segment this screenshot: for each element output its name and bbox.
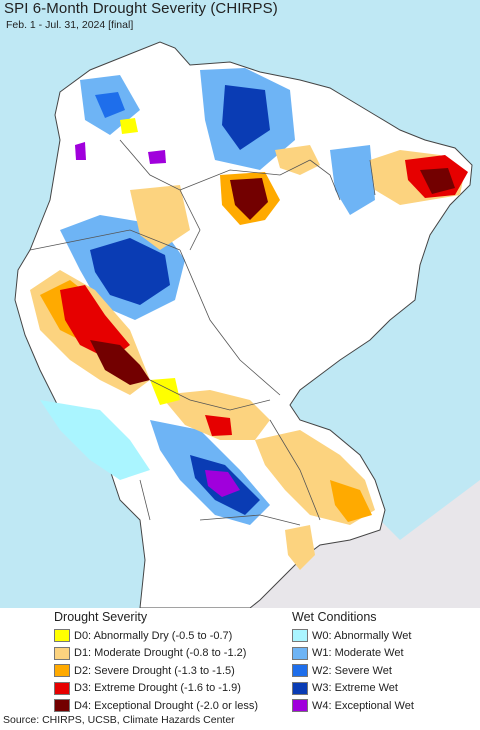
country-borders [29,139,376,526]
drought-swatch [54,646,70,660]
wet-area-w2 [95,92,125,118]
wet-area-w3 [222,85,270,150]
legend: Drought Severity D0: Abnormally Dry (-0.… [0,608,480,715]
wet-legend-label: W4: Exceptional Wet [312,699,414,712]
drought-swatch [54,629,70,643]
wet-legend-item: W1: Moderate Wet [292,645,414,663]
drought-area-d4 [420,168,455,194]
drought-map [0,0,480,608]
drought-legend-item: D4: Exceptional Drought (-2.0 or less) [54,697,258,715]
drought-legend-label: D4: Exceptional Drought (-2.0 or less) [74,699,259,712]
wet-area-w3 [90,238,170,305]
wet-legend-item: W2: Severe Wet [292,662,414,680]
wet-legend-heading: Wet Conditions [292,610,377,624]
drought-area-d0 [150,378,180,405]
drought-area-d2 [330,480,372,522]
wet-legend-label: W3: Extreme Wet [312,682,398,695]
drought-legend-heading: Drought Severity [54,610,148,624]
source-credit: Source: CHIRPS, UCSB, Climate Hazards Ce… [3,714,235,726]
drought-area-d1 [130,185,190,250]
map-canvas [0,0,480,608]
wet-swatch [292,699,308,713]
wet-swatch [292,681,308,695]
drought-area-d3 [205,415,232,436]
drought-area-d3 [60,285,130,360]
drought-legend: Drought Severity D0: Abnormally Dry (-0.… [54,610,258,715]
drought-swatch [54,699,70,713]
wet-legend-label: W1: Moderate Wet [312,647,404,660]
wet-swatch [292,664,308,678]
map-subtitle: Feb. 1 - Jul. 31, 2024 [final] [6,19,134,31]
wet-area-w4 [148,150,166,164]
wet-area-w4 [75,142,86,160]
wet-legend: Wet Conditions W0: Abnormally Wet W1: Mod… [292,610,414,715]
wet-area-w0 [40,400,150,480]
wet-area-w4 [205,470,240,497]
wet-legend-item: W3: Extreme Wet [292,680,414,698]
wet-legend-item: W0: Abnormally Wet [292,627,414,645]
wet-swatch [292,646,308,660]
drought-area-d4 [90,340,150,385]
wet-swatch [292,629,308,643]
wet-legend-label: W2: Severe Wet [312,664,392,677]
drought-legend-label: D2: Severe Drought (-1.3 to -1.5) [74,664,235,677]
drought-legend-item: D1: Moderate Drought (-0.8 to -1.2) [54,645,258,663]
map-title: SPI 6-Month Drought Severity (CHIRPS) [4,0,278,17]
drought-area-d1 [160,390,270,440]
drought-legend-item: D0: Abnormally Dry (-0.5 to -0.7) [54,627,258,645]
drought-legend-item: D2: Severe Drought (-1.3 to -1.5) [54,662,258,680]
drought-swatch [54,681,70,695]
drought-area-d4 [230,178,268,220]
drought-area-d1 [275,145,320,175]
drought-legend-label: D3: Extreme Drought (-1.6 to -1.9) [74,682,241,695]
drought-legend-label: D0: Abnormally Dry (-0.5 to -0.7) [74,629,233,642]
drought-legend-label: D1: Moderate Drought (-0.8 to -1.2) [74,647,247,660]
drought-swatch [54,664,70,678]
drought-legend-item: D3: Extreme Drought (-1.6 to -1.9) [54,680,258,698]
drought-area-d0 [120,118,138,134]
wet-area-w1 [330,145,375,215]
wet-legend-label: W0: Abnormally Wet [312,629,412,642]
drought-area-d1 [285,525,315,570]
wet-legend-item: W4: Exceptional Wet [292,697,414,715]
